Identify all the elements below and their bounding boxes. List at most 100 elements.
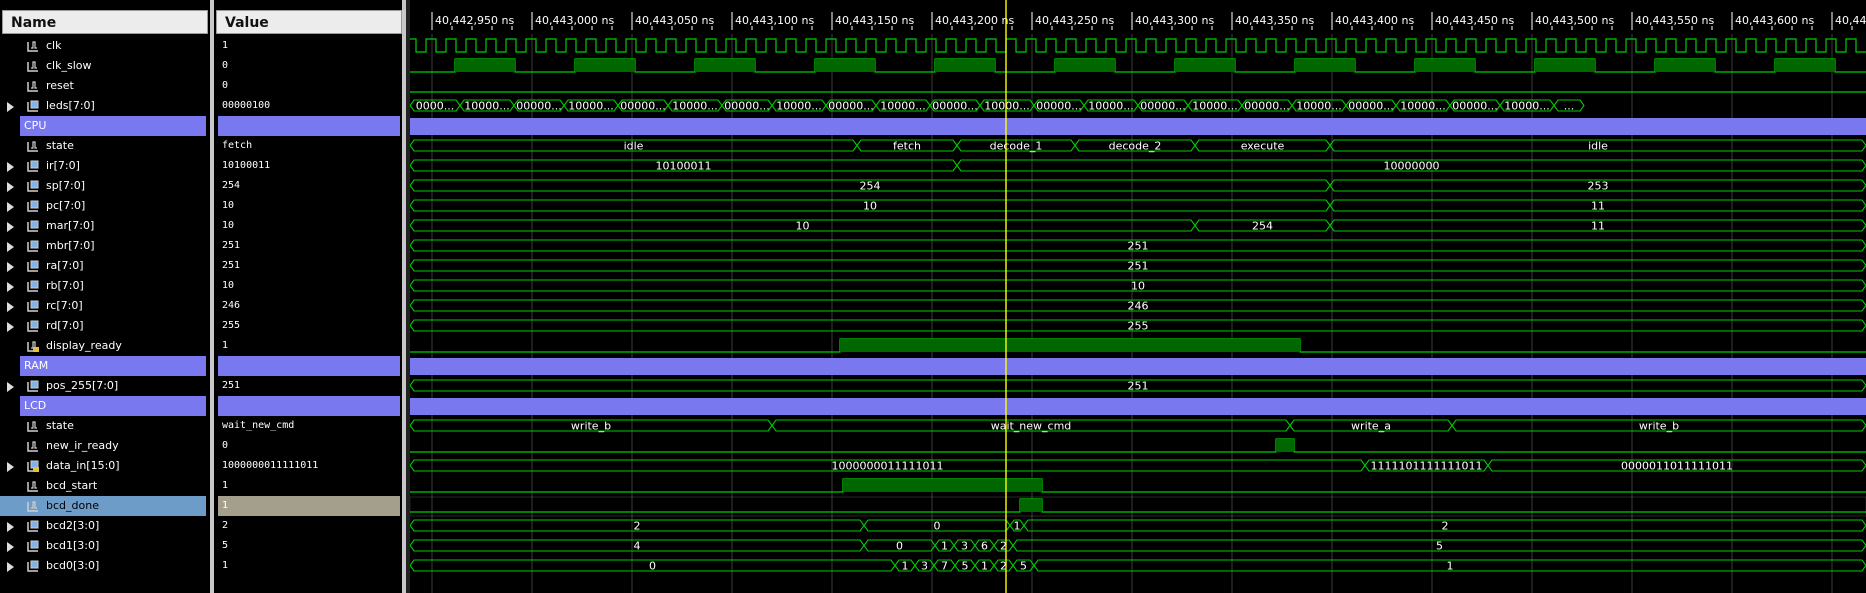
value-column-header[interactable]: Value [216, 10, 402, 34]
value-cell-clk[interactable]: 1 [222, 40, 229, 51]
signal-name: clk [46, 39, 62, 52]
name-column-header[interactable]: Name [2, 10, 208, 34]
value-cell-bcd2[interactable]: 2 [222, 520, 229, 531]
panel-splitter-2[interactable] [402, 0, 406, 593]
signal-row-ra[interactable]: ra[7:0] [0, 256, 206, 276]
signal-row-rc[interactable]: rc[7:0] [0, 296, 206, 316]
expand-arrow-icon[interactable] [7, 522, 14, 532]
value-cell-rd[interactable]: 255 [222, 320, 241, 331]
value-cell-new-ir-ready[interactable]: 0 [222, 440, 229, 451]
expand-arrow-icon[interactable] [7, 282, 14, 292]
group-row-lcd[interactable]: LCD [20, 396, 206, 416]
signal-row-bcd0[interactable]: bcd0[3:0] [0, 556, 206, 576]
value-cell-clk-slow[interactable]: 0 [222, 60, 229, 71]
signal-row-mar[interactable]: mar[7:0] [0, 216, 206, 236]
time-tick-label: 40,443,050 ns [635, 14, 714, 27]
bus-segment [956, 159, 1866, 172]
value-cell-sp[interactable]: 254 [222, 180, 241, 191]
expand-arrow-icon[interactable] [7, 262, 14, 272]
signal-row-pc[interactable]: pc[7:0] [0, 196, 206, 216]
bus-value-label: 246 [1128, 300, 1149, 313]
bus-value-label: decode_1 [990, 140, 1043, 153]
signal-row-bcd1[interactable]: bcd1[3:0] [0, 536, 206, 556]
signal-row-data-in[interactable]: data_in[15:0] [0, 456, 206, 476]
signal-row-rd[interactable]: rd[7:0] [0, 316, 206, 336]
expand-arrow-icon[interactable] [7, 202, 14, 212]
bus-value-label: 00000... [1452, 100, 1497, 113]
signal-row-state[interactable]: state [0, 136, 206, 156]
value-cell-bcd-done[interactable]: 1 [218, 496, 400, 516]
expand-arrow-icon[interactable] [7, 242, 14, 252]
signal-row-clk-slow[interactable]: clk_slow [0, 56, 206, 76]
group-row-ram[interactable]: RAM [20, 356, 206, 376]
group-bar [410, 358, 1866, 375]
expand-arrow-icon[interactable] [7, 182, 14, 192]
value-cell-pc[interactable]: 10 [222, 200, 235, 211]
value-cell-mar[interactable]: 10 [222, 220, 235, 231]
expand-arrow-icon[interactable] [7, 462, 14, 472]
bus-value-label: 251 [1128, 240, 1149, 253]
expand-arrow-icon[interactable] [7, 222, 14, 232]
value-cell-state[interactable]: wait_new_cmd [222, 420, 295, 431]
signal-row-reset[interactable]: reset [0, 76, 206, 96]
value-cell-ra[interactable]: 251 [222, 260, 241, 271]
signal-row-bcd-done[interactable]: bcd_done [0, 496, 206, 516]
signal-row-rb[interactable]: rb[7:0] [0, 276, 206, 296]
bus-icon [26, 239, 40, 253]
signal-icon [26, 439, 40, 453]
bus-icon [26, 539, 40, 553]
value-cell-reset[interactable]: 0 [222, 80, 229, 91]
value-cell-mbr[interactable]: 251 [222, 240, 241, 251]
bus-segment [1033, 559, 1866, 572]
value-cell-display-ready[interactable]: 1 [222, 340, 229, 351]
value-cell-leds[interactable]: 00000100 [222, 100, 271, 111]
expand-arrow-icon[interactable] [7, 162, 14, 172]
value-cell-ram[interactable] [218, 356, 400, 376]
signal-row-pos-255[interactable]: pos_255[7:0] [0, 376, 206, 396]
signal-row-clk[interactable]: clk [0, 36, 206, 56]
value-cell-rb[interactable]: 10 [222, 280, 235, 291]
value-cell-ir[interactable]: 10100011 [222, 160, 271, 171]
bus-segment [1487, 459, 1866, 472]
bus-segment [1329, 139, 1866, 152]
bus-value-label: write_a [1351, 420, 1391, 433]
panel-splitter[interactable] [210, 0, 214, 593]
signal-row-leds[interactable]: leds[7:0] [0, 96, 206, 116]
expand-arrow-icon[interactable] [7, 562, 14, 572]
signal-row-new-ir-ready[interactable]: new_ir_ready [0, 436, 206, 456]
group-row-cpu[interactable]: CPU [20, 116, 206, 136]
value-cell-pos-255[interactable]: 251 [222, 380, 241, 391]
value-cell-bcd1[interactable]: 5 [222, 540, 229, 551]
bus-value-label: execute [1241, 140, 1285, 153]
signal-name: bcd_done [46, 499, 99, 512]
bus-value-label: 10000... [672, 100, 717, 113]
expand-arrow-icon[interactable] [7, 382, 14, 392]
signal-row-state[interactable]: state [0, 416, 206, 436]
bus-icon [26, 519, 40, 533]
signal-row-display-ready[interactable]: display_ready [0, 336, 206, 356]
signal-name: state [46, 139, 74, 152]
value-cell-data-in[interactable]: 1000000011111011 [222, 460, 319, 471]
value-cell-state[interactable]: fetch [222, 140, 253, 151]
bus-segment [1451, 419, 1866, 432]
signal-row-mbr[interactable]: mbr[7:0] [0, 236, 206, 256]
signal-name: bcd2[3:0] [46, 519, 100, 532]
value-cell-rc[interactable]: 246 [222, 300, 241, 311]
value-cell-bcd-start[interactable]: 1 [222, 480, 229, 491]
bit-high-fill [815, 59, 875, 72]
bit-high-fill [1276, 439, 1294, 452]
value-cell-lcd[interactable] [218, 396, 400, 416]
signal-row-bcd2[interactable]: bcd2[3:0] [0, 516, 206, 536]
signal-row-ir[interactable]: ir[7:0] [0, 156, 206, 176]
signal-row-bcd-start[interactable]: bcd_start [0, 476, 206, 496]
waveform-canvas[interactable]: 40,442,950 ns 40,443,000 ns 40,443,050 ns 4… [410, 0, 1866, 593]
expand-arrow-icon[interactable] [7, 302, 14, 312]
expand-arrow-icon[interactable] [7, 322, 14, 332]
expand-arrow-icon[interactable] [7, 102, 14, 112]
bus-icon [26, 179, 40, 193]
signal-row-sp[interactable]: sp[7:0] [0, 176, 206, 196]
expand-arrow-icon[interactable] [7, 542, 14, 552]
value-cell-cpu[interactable] [218, 116, 400, 136]
bus-value-label: 1111101111111011 [1371, 460, 1483, 473]
value-cell-bcd0[interactable]: 1 [222, 560, 229, 571]
